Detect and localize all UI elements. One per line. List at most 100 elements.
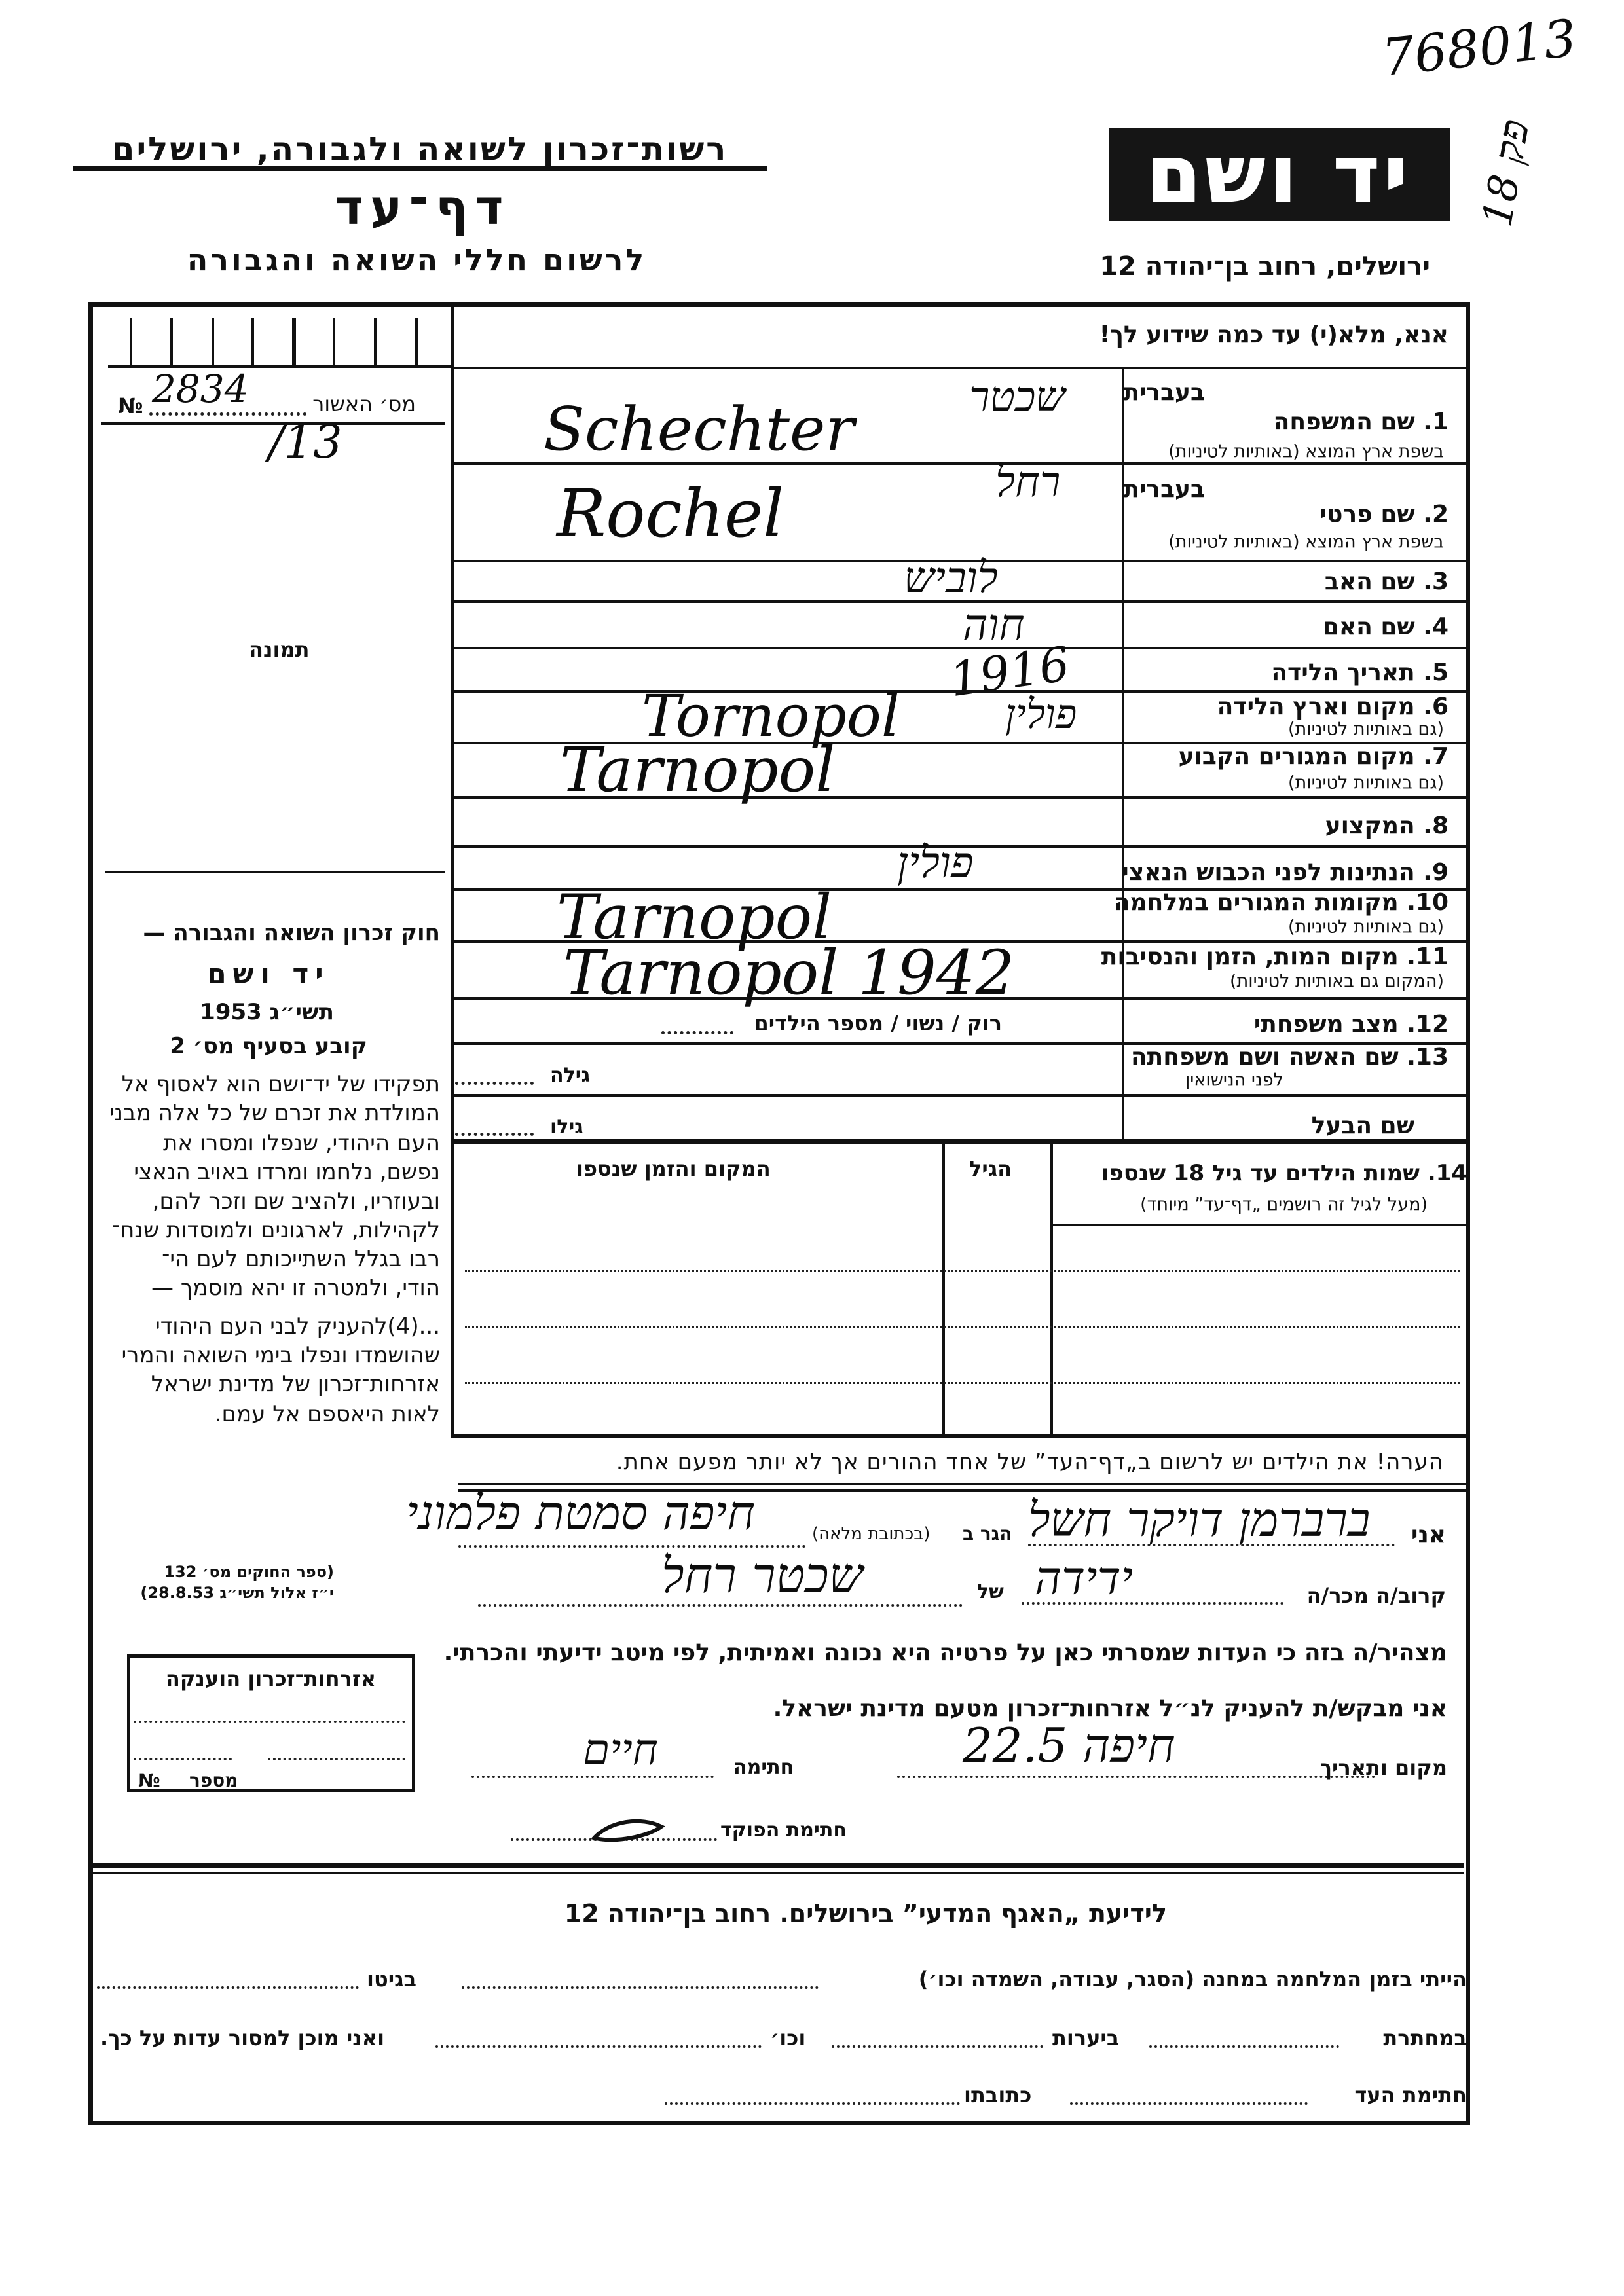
approval-number-field[interactable] [149, 412, 306, 416]
camp-field[interactable] [462, 1986, 819, 1989]
field-label: שם הבעל [1311, 1112, 1414, 1139]
section-separator [88, 1872, 1464, 1874]
scientific-dept-title: לידיעת „האגף המדעי” בירושלים. רחוב בן־יה… [564, 1899, 1167, 1928]
law-line: נפשם, נלחמו ומרדו באויב הנאצי [134, 1159, 440, 1185]
form-frame [88, 302, 1470, 2125]
relation-field[interactable] [1022, 1602, 1283, 1605]
place-date-value[interactable]: חיפה 22.5 [963, 1718, 1175, 1773]
signature-value[interactable]: חיים [583, 1724, 658, 1775]
law-line: אזרחות־זכרון של מדינת ישראל [151, 1371, 440, 1397]
forests-label: ביערות [1052, 2026, 1120, 2050]
field-label: 5. תאריך הלידה [1271, 659, 1449, 686]
declarant-name[interactable]: ברברמן דויקר חשל [1028, 1492, 1371, 1547]
declaration-statement: מצהיר/ה בזה כי העדות שמסרתי כאן על פרטיה… [443, 1639, 1447, 1666]
family-name-hebrew[interactable]: שכטר [969, 373, 1065, 422]
field-label: 12. מצב משפחתי [1253, 1011, 1449, 1038]
first-name-hebrew[interactable]: רחל [995, 458, 1061, 507]
field-sublabel: (גם באותיות לטיניות) [1287, 917, 1444, 938]
organization-name: רשות־זכרון לשואה ולגבורה, ירושלים [111, 130, 728, 168]
ghetto-label: בגיטו [367, 1967, 416, 1992]
tick [374, 318, 377, 365]
family-name-latin[interactable]: Schechter [544, 394, 855, 464]
column-divider [1050, 1142, 1053, 1437]
approval-suffix: /13 [268, 415, 342, 469]
row-line [452, 647, 1466, 649]
birth-place-latin[interactable]: Tornopol [642, 682, 900, 750]
tick [333, 318, 335, 365]
wife-age-field[interactable] [455, 1082, 534, 1085]
field-label: 3. שם האב [1324, 568, 1449, 595]
field-sublabel: בשפת ארץ המוצא (באותיות לטיניות) [1168, 532, 1444, 553]
page-subtitle: לרשום חללי השואה והגבורה [187, 242, 647, 278]
row-line [452, 796, 1466, 799]
field-sublabel: (גם באותיות לטיניות) [1287, 719, 1444, 740]
witness-signature-field[interactable] [1070, 2102, 1308, 2105]
ghetto-field[interactable] [97, 1986, 359, 1989]
child-row[interactable] [465, 1326, 1460, 1328]
double-line [458, 1483, 1466, 1485]
law-line: לקהילות, לארגונים ולמוסדות שנח־ [111, 1217, 440, 1243]
father-name-value[interactable]: לוביש [904, 553, 998, 603]
address-field[interactable] [458, 1545, 805, 1548]
citizenship-field[interactable] [134, 1758, 232, 1760]
row-line [452, 1434, 1466, 1438]
victim-name-field[interactable] [478, 1604, 963, 1607]
declarant-address[interactable]: חיפה סמטת פלמוני [406, 1485, 756, 1540]
citizenship-request: אני מבקש/ת להעניק לנ״ל אזרחות־זכרון מטעם… [773, 1695, 1447, 1722]
citizenship-number-label: מספר [189, 1770, 238, 1791]
law-year: תשי״ג 1953 [200, 999, 334, 1025]
tick [212, 318, 214, 365]
mother-name-value[interactable]: חוה [963, 600, 1025, 650]
left-column-divider [451, 302, 454, 1438]
place-date-field[interactable] [897, 1776, 1375, 1778]
row-line [452, 462, 1466, 465]
signature-field[interactable] [471, 1776, 714, 1778]
row-line [452, 600, 1466, 603]
of-label: של [977, 1580, 1004, 1603]
victim-name[interactable]: שכטר רחל [661, 1548, 863, 1604]
photo-area-bottom [105, 871, 445, 873]
handwritten-margin-note: פק 18 [1473, 116, 1539, 230]
law-line: ...(4)להעניק לבני העם היהודי [155, 1313, 440, 1339]
field-label: 8. המקצוע [1325, 812, 1449, 839]
child-row[interactable] [465, 1382, 1460, 1384]
husband-age-field[interactable] [455, 1133, 534, 1136]
residence-value[interactable]: Tarnopol [560, 735, 836, 806]
field-label: 4. שם האם [1322, 613, 1449, 640]
age-header: הגיל [969, 1156, 1012, 1181]
etc-field[interactable] [435, 2045, 762, 2048]
field-sublabel: לפני הנישואין [1185, 1070, 1283, 1091]
first-name-latin[interactable]: Rochel [557, 475, 784, 552]
underground-field[interactable] [1149, 2045, 1339, 2048]
law-footnote: י״ז אלול תשי״ג 28.8.53) [140, 1584, 334, 1602]
address: ירושלים, רחוב בן־יהודה 12 [1099, 251, 1430, 282]
wartime-residence-value[interactable]: Tarnopol [557, 882, 832, 953]
relation-value[interactable]: ידידה [1035, 1551, 1133, 1605]
nationality-value[interactable]: פולין [897, 837, 974, 888]
approval-number: 2834 [152, 367, 249, 411]
row-line [452, 367, 1466, 369]
row-line [101, 422, 445, 425]
row-line [1053, 1224, 1466, 1226]
page-title: דף־עד [335, 179, 510, 236]
marital-options[interactable]: רוק / נשוי / מספר הילדים [754, 1011, 1002, 1036]
column-divider [942, 1142, 945, 1437]
children-count-field[interactable] [661, 1031, 733, 1034]
citizenship-field[interactable] [134, 1721, 405, 1723]
death-details-value[interactable]: Tarnopol 1942 [563, 938, 1015, 1009]
row-line [452, 845, 1466, 848]
birth-country-hebrew[interactable]: פולין [1005, 690, 1077, 738]
section-separator [88, 1863, 1464, 1868]
witness-signature-label: חתימת העד [1354, 2083, 1467, 2107]
law-footnote: (ספר החוקים מס׳ 132 [164, 1563, 334, 1581]
underground-label: במחתרת [1383, 2026, 1467, 2050]
citizenship-field[interactable] [268, 1758, 405, 1760]
label-column-divider [1122, 368, 1124, 1140]
approval-no-symbol: № [118, 393, 143, 418]
law-line: ובעוזריו, ולהציב שם וזכר להם, [152, 1188, 440, 1214]
witness-address-field[interactable] [665, 2102, 960, 2105]
forests-field[interactable] [832, 2045, 1043, 2048]
child-row[interactable] [465, 1270, 1460, 1272]
law-title: חוק זכרון השואה והגבורה — [143, 920, 440, 946]
declarant-name-field[interactable] [1028, 1544, 1395, 1546]
